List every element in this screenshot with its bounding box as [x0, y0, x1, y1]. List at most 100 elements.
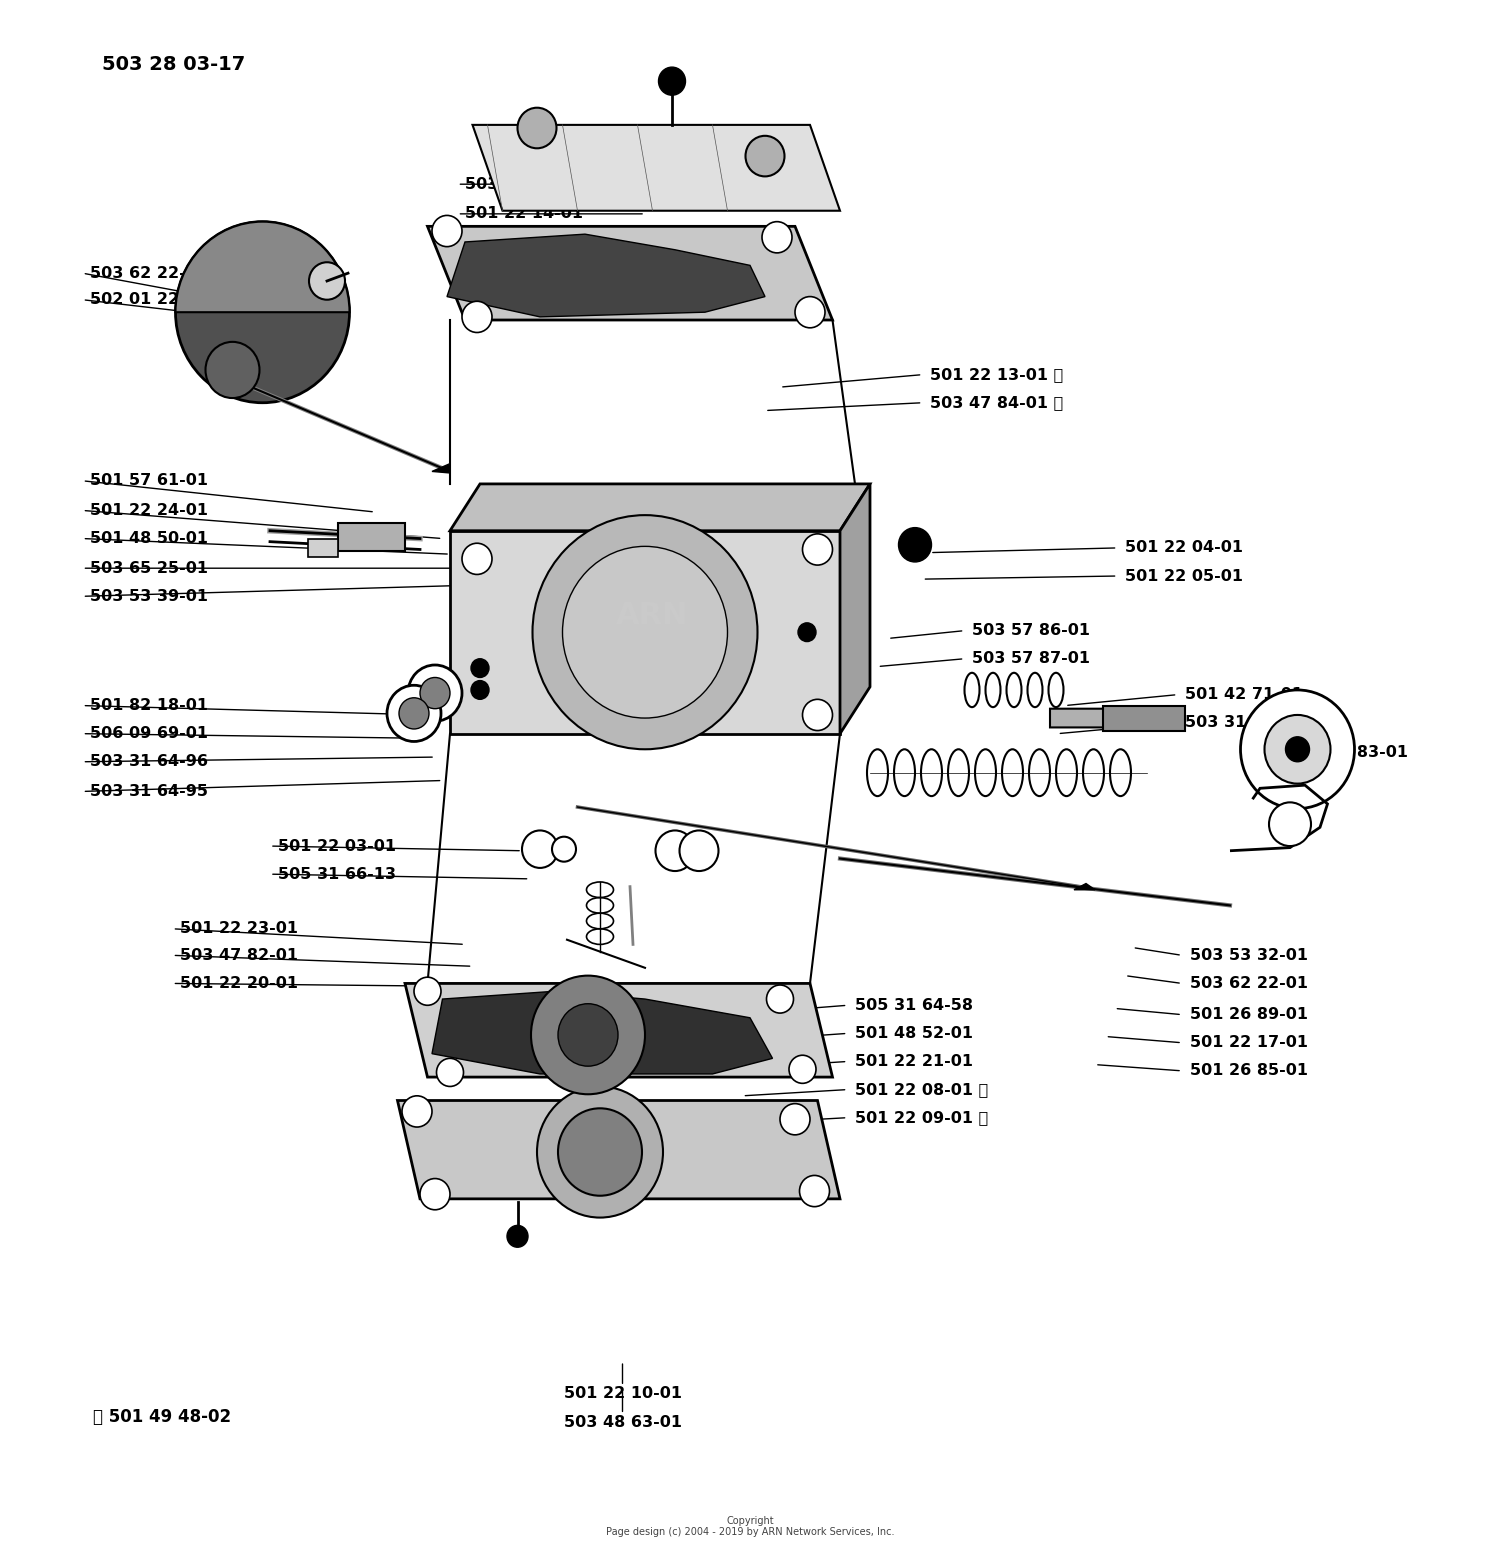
Circle shape	[420, 677, 450, 709]
Text: 502 01 22-01: 502 01 22-01	[90, 292, 209, 308]
Text: 503 31 66-05: 503 31 66-05	[1185, 715, 1304, 731]
Circle shape	[898, 528, 932, 562]
Circle shape	[420, 1179, 450, 1210]
Circle shape	[656, 830, 694, 871]
Polygon shape	[1050, 709, 1110, 727]
Polygon shape	[1074, 884, 1095, 890]
Text: 501 22 08-01 ⓦ: 501 22 08-01 ⓦ	[855, 1082, 988, 1097]
Circle shape	[518, 108, 556, 148]
Circle shape	[1286, 737, 1310, 762]
Text: 501 22 23-01: 501 22 23-01	[180, 921, 298, 937]
Text: 501 48 50-01: 501 48 50-01	[90, 531, 209, 546]
Text: Copyright
Page design (c) 2004 - 2019 by ARN Network Services, Inc.: Copyright Page design (c) 2004 - 2019 by…	[606, 1516, 894, 1538]
Circle shape	[507, 1225, 528, 1247]
Text: 503 53 39-01: 503 53 39-01	[90, 588, 209, 604]
Text: 501 42 71-01: 501 42 71-01	[1185, 687, 1304, 702]
Text: 501 22 04-01: 501 22 04-01	[1125, 540, 1244, 556]
Text: 501 26 85-01: 501 26 85-01	[1190, 1063, 1308, 1079]
Polygon shape	[472, 125, 840, 211]
Circle shape	[789, 1055, 816, 1083]
Circle shape	[802, 534, 832, 565]
Polygon shape	[432, 464, 450, 473]
Polygon shape	[432, 991, 772, 1074]
Circle shape	[552, 837, 576, 862]
Circle shape	[462, 301, 492, 332]
Circle shape	[802, 699, 832, 731]
Text: ARN: ARN	[616, 601, 688, 631]
Circle shape	[462, 543, 492, 574]
Text: 503 60 41-01: 503 60 41-01	[465, 176, 584, 192]
Text: 503 47 84-01 ⓦ: 503 47 84-01 ⓦ	[930, 395, 1064, 411]
Bar	[1102, 706, 1185, 731]
Polygon shape	[427, 226, 832, 320]
Circle shape	[558, 1108, 642, 1196]
Bar	[338, 523, 405, 551]
Text: 503 47 83-01: 503 47 83-01	[1290, 745, 1408, 760]
Polygon shape	[405, 983, 832, 1077]
Text: 503 53 32-01: 503 53 32-01	[1190, 948, 1308, 963]
Circle shape	[800, 1175, 830, 1207]
Text: 501 22 21-01: 501 22 21-01	[855, 1054, 974, 1069]
Text: 503 65 25-01: 503 65 25-01	[90, 560, 209, 576]
Circle shape	[658, 67, 686, 95]
Circle shape	[562, 546, 728, 718]
Text: 506 09 69-01: 506 09 69-01	[90, 726, 209, 741]
Text: 501 57 61-01: 501 57 61-01	[90, 473, 209, 489]
Text: 501 22 20-01: 501 22 20-01	[180, 976, 298, 991]
Text: ⓦ 501 49 48-02: ⓦ 501 49 48-02	[93, 1408, 231, 1427]
Circle shape	[1240, 690, 1354, 809]
Circle shape	[522, 830, 558, 868]
Text: 501 22 10-01: 501 22 10-01	[564, 1386, 681, 1402]
Circle shape	[471, 681, 489, 699]
Wedge shape	[176, 222, 350, 312]
Text: 501 22 03-01: 501 22 03-01	[278, 838, 396, 854]
Text: 503 31 64-96: 503 31 64-96	[90, 754, 209, 770]
Circle shape	[746, 136, 784, 176]
Text: 503 62 22-01: 503 62 22-01	[1190, 976, 1308, 991]
Circle shape	[558, 1004, 618, 1066]
Text: 501 82 18-01: 501 82 18-01	[90, 698, 209, 713]
Text: 501 48 52-01: 501 48 52-01	[855, 1026, 974, 1041]
Circle shape	[531, 976, 645, 1094]
Circle shape	[176, 222, 350, 403]
Text: 501 22 13-01 ⓦ: 501 22 13-01 ⓦ	[930, 367, 1064, 382]
Circle shape	[471, 659, 489, 677]
Circle shape	[532, 515, 758, 749]
Polygon shape	[447, 234, 765, 317]
Text: 503 62 22-01: 503 62 22-01	[90, 265, 209, 281]
Circle shape	[1264, 715, 1330, 784]
Circle shape	[780, 1104, 810, 1135]
Text: 505 31 66-13: 505 31 66-13	[278, 866, 396, 882]
Polygon shape	[840, 484, 870, 734]
Text: 501 22 24-01: 501 22 24-01	[90, 503, 209, 518]
Circle shape	[795, 297, 825, 328]
Circle shape	[414, 977, 441, 1005]
Circle shape	[680, 830, 718, 871]
Circle shape	[399, 698, 429, 729]
Bar	[308, 539, 338, 557]
Text: 503 31 64-95: 503 31 64-95	[90, 784, 209, 799]
Text: 501 22 14-01: 501 22 14-01	[465, 206, 584, 222]
Text: 501 26 89-01: 501 26 89-01	[1190, 1007, 1308, 1022]
Circle shape	[766, 985, 794, 1013]
Text: 501 22 05-01: 501 22 05-01	[1125, 568, 1244, 584]
Circle shape	[798, 623, 816, 642]
Circle shape	[402, 1096, 432, 1127]
Circle shape	[309, 262, 345, 300]
Circle shape	[1269, 802, 1311, 846]
Text: 503 48 63-01: 503 48 63-01	[564, 1414, 681, 1430]
Text: 501 22 17-01: 501 22 17-01	[1190, 1035, 1308, 1051]
Text: 503 28 03-17: 503 28 03-17	[102, 55, 246, 73]
Text: 503 57 86-01: 503 57 86-01	[972, 623, 1090, 638]
Circle shape	[387, 685, 441, 741]
Circle shape	[537, 1086, 663, 1218]
Polygon shape	[450, 484, 870, 531]
Circle shape	[436, 1058, 463, 1086]
Polygon shape	[398, 1101, 840, 1199]
Polygon shape	[450, 531, 840, 734]
Circle shape	[762, 222, 792, 253]
Circle shape	[206, 342, 260, 398]
Text: 503 57 87-01: 503 57 87-01	[972, 651, 1090, 667]
Text: 505 31 64-58: 505 31 64-58	[855, 997, 974, 1013]
Circle shape	[408, 665, 462, 721]
